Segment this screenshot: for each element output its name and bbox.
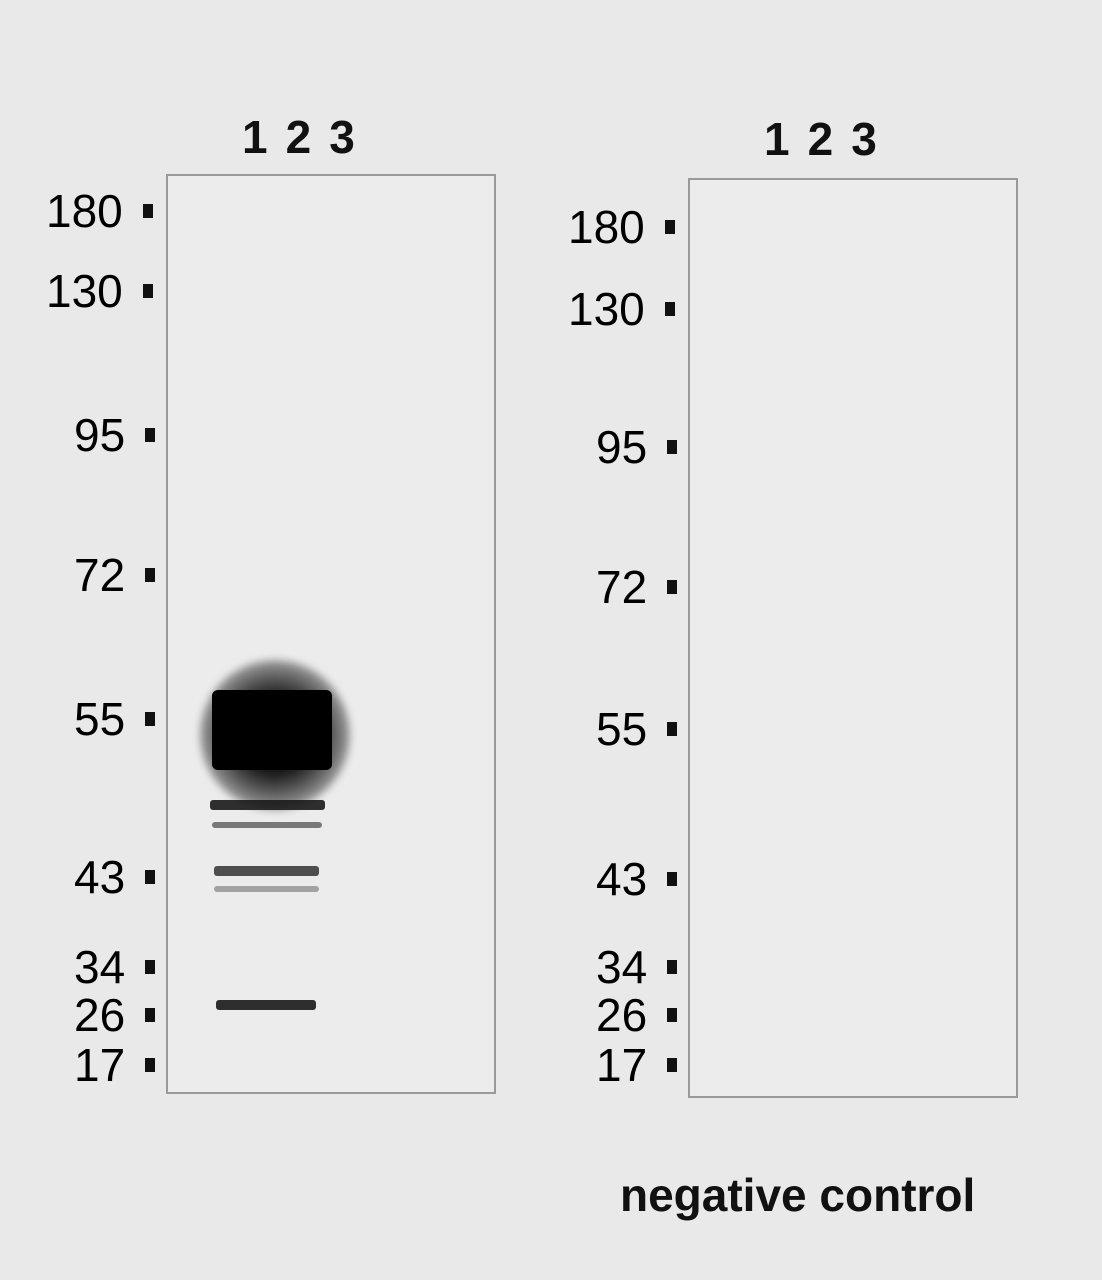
tick-icon (145, 870, 155, 884)
tick-icon (667, 440, 677, 454)
tick-icon (145, 712, 155, 726)
band-27kda (216, 1000, 316, 1010)
mw-label: 95 (74, 408, 125, 462)
right-mw-130: 130 (568, 282, 675, 336)
tick-icon (667, 580, 677, 594)
mw-label: 43 (74, 850, 125, 904)
tick-icon (143, 284, 153, 298)
right-mw-180: 180 (568, 200, 675, 254)
tick-icon (145, 568, 155, 582)
mw-label: 26 (74, 988, 125, 1042)
right-mw-43: 43 (596, 852, 677, 906)
left-mw-55: 55 (74, 692, 155, 746)
tick-icon (143, 204, 153, 218)
mw-label: 180 (568, 200, 645, 254)
mw-label: 55 (74, 692, 125, 746)
left-mw-95: 95 (74, 408, 155, 462)
mw-label: 130 (46, 264, 123, 318)
right-mw-26: 26 (596, 988, 677, 1042)
mw-label: 43 (596, 852, 647, 906)
left-mw-130: 130 (46, 264, 153, 318)
tick-icon (667, 1058, 677, 1072)
left-blot-membrane (166, 174, 496, 1094)
mw-label: 34 (596, 940, 647, 994)
right-mw-72: 72 (596, 560, 677, 614)
right-blot-membrane (688, 178, 1018, 1098)
right-mw-55: 55 (596, 702, 677, 756)
mw-label: 130 (568, 282, 645, 336)
right-mw-95: 95 (596, 420, 677, 474)
mw-label: 34 (74, 940, 125, 994)
left-mw-72: 72 (74, 548, 155, 602)
right-lane-2: 2 (808, 112, 834, 166)
left-lane-2: 2 (286, 110, 312, 164)
mw-label: 180 (46, 184, 123, 238)
right-blot-panel (688, 178, 1018, 1098)
mw-label: 17 (74, 1038, 125, 1092)
band-41kda (214, 886, 319, 892)
tick-icon (145, 960, 155, 974)
right-lane-3: 3 (851, 112, 877, 166)
right-lane-labels: 1 2 3 (764, 112, 877, 166)
band-48kda (212, 822, 322, 828)
right-mw-17: 17 (596, 1038, 677, 1092)
band-core-55kda (212, 690, 332, 770)
right-lane-1: 1 (764, 112, 790, 166)
negative-control-caption: negative control (620, 1168, 975, 1222)
right-mw-34: 34 (596, 940, 677, 994)
mw-label: 26 (596, 988, 647, 1042)
mw-label: 72 (74, 548, 125, 602)
tick-icon (145, 1058, 155, 1072)
left-blot-panel (166, 174, 496, 1094)
tick-icon (145, 1008, 155, 1022)
mw-label: 95 (596, 420, 647, 474)
tick-icon (667, 1008, 677, 1022)
tick-icon (667, 960, 677, 974)
left-mw-34: 34 (74, 940, 155, 994)
tick-icon (665, 220, 675, 234)
band-43kda (214, 866, 319, 876)
mw-label: 17 (596, 1038, 647, 1092)
left-lane-labels: 1 2 3 (242, 110, 355, 164)
tick-icon (665, 302, 675, 316)
western-blot-figure: 1 2 3 180 130 95 72 55 43 34 (0, 0, 1102, 1280)
tick-icon (667, 872, 677, 886)
tick-icon (667, 722, 677, 736)
left-lane-1: 1 (242, 110, 268, 164)
left-mw-17: 17 (74, 1038, 155, 1092)
band-50kda (210, 800, 325, 810)
left-mw-180: 180 (46, 184, 153, 238)
left-mw-43: 43 (74, 850, 155, 904)
left-mw-26: 26 (74, 988, 155, 1042)
mw-label: 72 (596, 560, 647, 614)
left-lane-3: 3 (329, 110, 355, 164)
mw-label: 55 (596, 702, 647, 756)
tick-icon (145, 428, 155, 442)
